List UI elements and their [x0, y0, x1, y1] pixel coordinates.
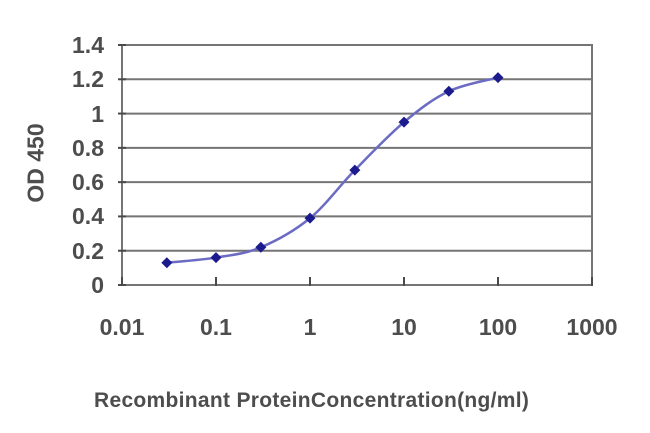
- data-point-marker: [210, 252, 222, 264]
- y-axis-tick-label: 1.2: [72, 66, 104, 93]
- data-point-marker: [443, 85, 455, 97]
- y-axis-tick-label: 0.4: [72, 203, 104, 230]
- data-point-marker: [255, 241, 267, 253]
- y-axis-tick-label: 0.2: [72, 237, 104, 264]
- plot-area: [118, 44, 593, 286]
- x-axis-tick-label: 1: [303, 314, 317, 340]
- chart-canvas: [118, 44, 593, 286]
- y-axis-tick-label: 0: [91, 272, 104, 298]
- data-point-marker: [161, 257, 173, 269]
- data-point-marker: [349, 164, 361, 176]
- y-axis-tick-label: 0.8: [72, 134, 104, 161]
- x-axis-tick-label: 0.1: [200, 314, 232, 340]
- x-axis-tick-label: 0.01: [99, 314, 145, 340]
- series-line: [165, 76, 500, 264]
- x-axis-tick-label: 10: [391, 314, 417, 340]
- data-point-marker: [304, 212, 316, 224]
- x-axis-tick-label: 1000: [566, 314, 618, 340]
- data-point-marker: [398, 116, 410, 128]
- data-point-marker: [492, 72, 504, 84]
- plot-border: [121, 44, 593, 286]
- y-axis-tick-label: 1: [91, 100, 104, 127]
- y-axis-tick-label: 0.6: [72, 169, 104, 196]
- x-axis-title: Recombinant ProteinConcentration(ng/ml): [94, 389, 530, 412]
- y-axis-tick-label: 1.4: [72, 32, 104, 58]
- x-axis-tick-label: 100: [478, 314, 518, 340]
